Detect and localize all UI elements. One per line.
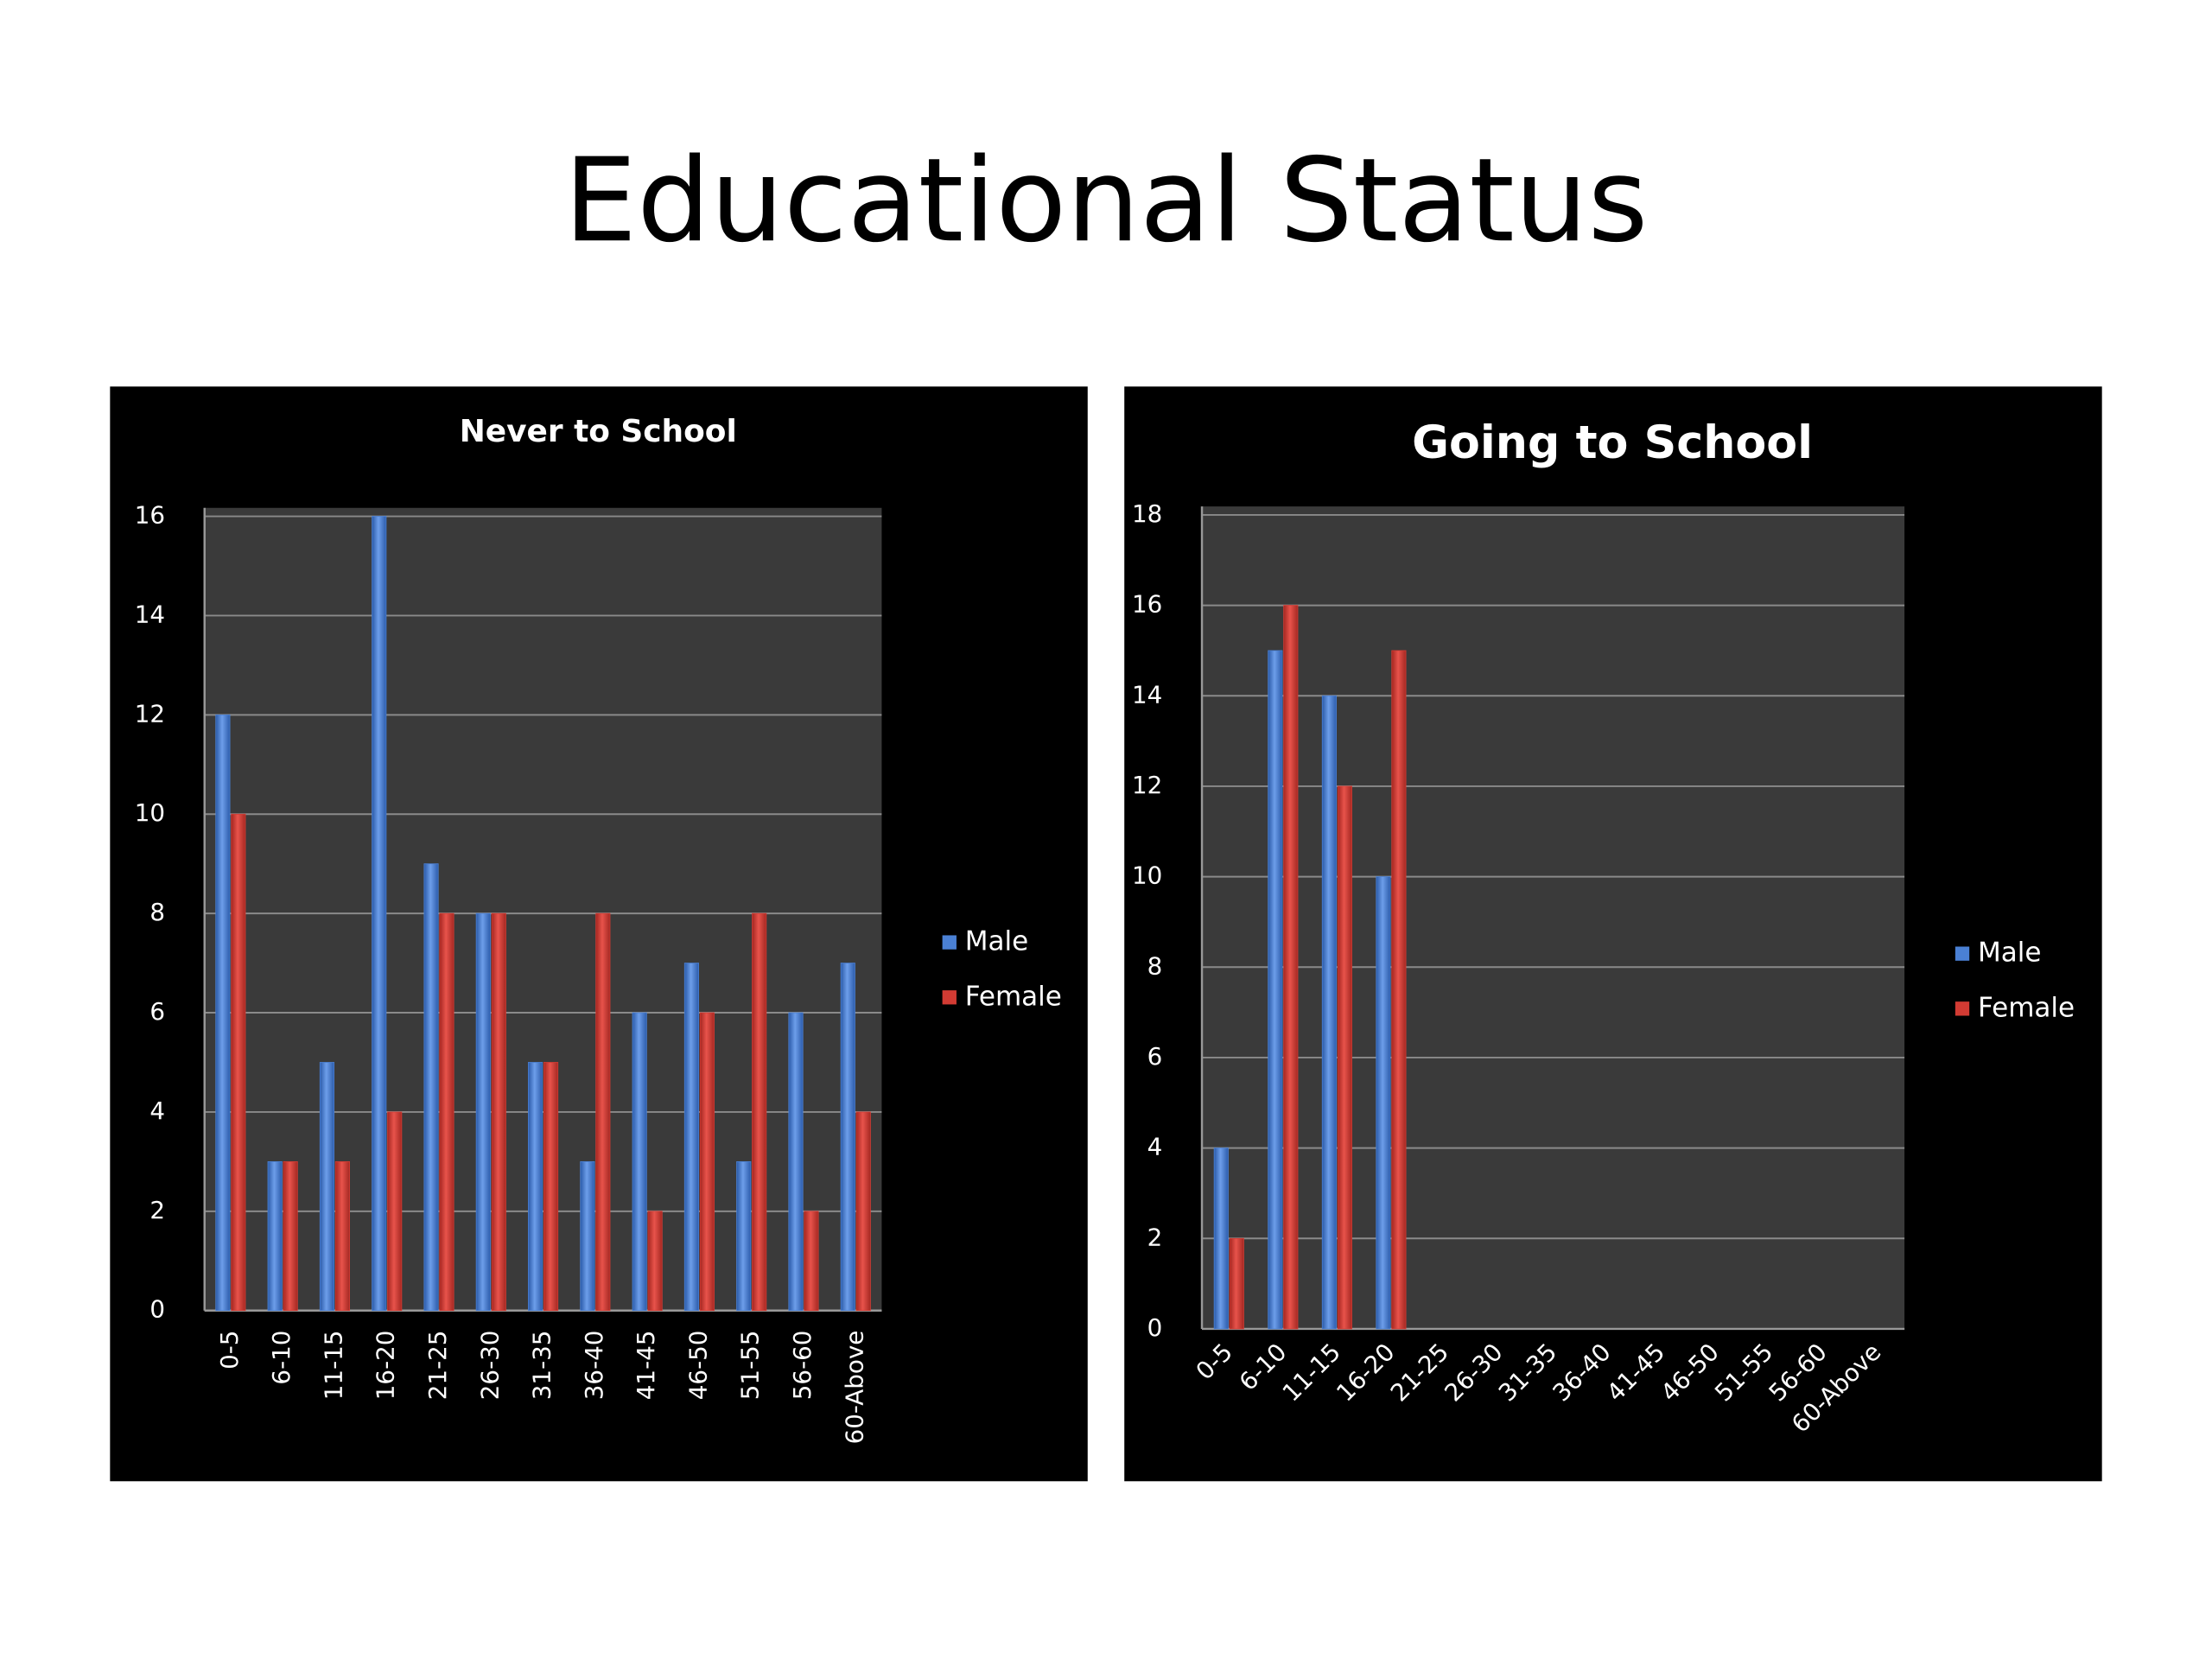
- bar: [580, 1160, 595, 1312]
- bar: [528, 1062, 543, 1312]
- x-tick-label: 56-60: [788, 1331, 817, 1401]
- bar: [231, 813, 246, 1312]
- legend-swatch: [942, 935, 957, 950]
- legend-label: Female: [965, 981, 1062, 1012]
- bar: [543, 1062, 559, 1312]
- chart-title: Going to School: [1412, 417, 1813, 469]
- y-tick-label: 14: [135, 600, 165, 628]
- y-tick-label: 16: [1132, 590, 1162, 619]
- bar: [1213, 1147, 1229, 1330]
- bar: [334, 1160, 350, 1312]
- y-tick-label: 12: [135, 699, 165, 728]
- y-tick-label: 2: [149, 1196, 165, 1224]
- legend-label: Female: [1978, 992, 2075, 1023]
- bar: [595, 912, 611, 1312]
- bar: [840, 963, 855, 1312]
- bar: [215, 714, 231, 1312]
- bar: [1391, 650, 1407, 1330]
- bar: [855, 1111, 871, 1312]
- legend-swatch: [1955, 946, 1970, 961]
- x-tick-label: 6-10: [267, 1331, 296, 1385]
- y-tick-label: 4: [1147, 1133, 1163, 1161]
- x-tick-label: 51-55: [736, 1331, 765, 1401]
- bar: [319, 1062, 335, 1312]
- bar: [439, 912, 454, 1312]
- y-tick-label: 16: [135, 501, 165, 530]
- chart: Going to School0246810121416180-56-1011-…: [1132, 417, 2075, 1439]
- plot-area: [204, 507, 882, 1311]
- x-tick-label: 26-30: [475, 1331, 504, 1401]
- x-tick-label: 31-35: [528, 1331, 556, 1401]
- y-tick-label: 14: [1132, 680, 1162, 709]
- x-tick-label: 46-50: [683, 1331, 712, 1401]
- legend-label: Male: [1978, 938, 2041, 969]
- y-tick-label: 8: [1147, 951, 1163, 980]
- y-tick-label: 2: [1147, 1223, 1163, 1251]
- bar: [788, 1012, 804, 1312]
- x-tick-label: 36-40: [580, 1331, 608, 1401]
- bar: [752, 912, 767, 1312]
- bar: [736, 1160, 752, 1312]
- x-tick-label: 21-25: [423, 1331, 452, 1401]
- bar: [1376, 876, 1391, 1330]
- slide-title: Educational Status: [564, 133, 1649, 268]
- legend-swatch: [942, 990, 957, 1005]
- bar: [267, 1160, 283, 1312]
- bar: [699, 1012, 715, 1312]
- chart: Never to School 0 2 4 6 8 10 12 14 16 0-5 6-10 11-15…: [135, 414, 1062, 1444]
- bar: [475, 912, 491, 1312]
- y-tick-label: 10: [135, 798, 165, 827]
- bar: [804, 1211, 819, 1312]
- bar: [647, 1211, 663, 1312]
- x-tick-label: 11-15: [319, 1331, 347, 1401]
- bar: [1268, 650, 1283, 1330]
- x-tick-label: 60-Above: [840, 1331, 868, 1445]
- y-tick-label: 8: [149, 898, 165, 926]
- y-tick-label: 4: [149, 1096, 165, 1125]
- bar: [632, 1012, 647, 1312]
- chart-title: Never to School: [460, 414, 737, 449]
- y-tick-label: 18: [1132, 499, 1162, 528]
- y-tick-label: 0: [149, 1295, 165, 1324]
- y-tick-label: 6: [1147, 1042, 1163, 1071]
- bar: [491, 912, 506, 1312]
- bar: [387, 1111, 403, 1312]
- legend-label: Male: [965, 926, 1028, 957]
- x-tick-label: 41-45: [632, 1331, 660, 1401]
- x-tick-label: 16-20: [372, 1331, 400, 1401]
- legend-swatch: [1955, 1001, 1970, 1016]
- bar: [372, 516, 387, 1312]
- x-tick-label: 0-5: [215, 1331, 244, 1370]
- bar: [283, 1160, 298, 1312]
- bar: [1337, 785, 1352, 1330]
- y-tick-label: 12: [1132, 771, 1162, 799]
- bar: [423, 863, 439, 1312]
- plot-area: [1202, 506, 1905, 1329]
- bar: [1321, 695, 1337, 1330]
- y-tick-label: 10: [1132, 861, 1162, 890]
- y-tick-label: 0: [1147, 1313, 1163, 1342]
- bar: [683, 963, 700, 1312]
- bar: [1283, 605, 1299, 1330]
- bar: [1229, 1237, 1244, 1330]
- y-tick-label: 6: [149, 997, 165, 1026]
